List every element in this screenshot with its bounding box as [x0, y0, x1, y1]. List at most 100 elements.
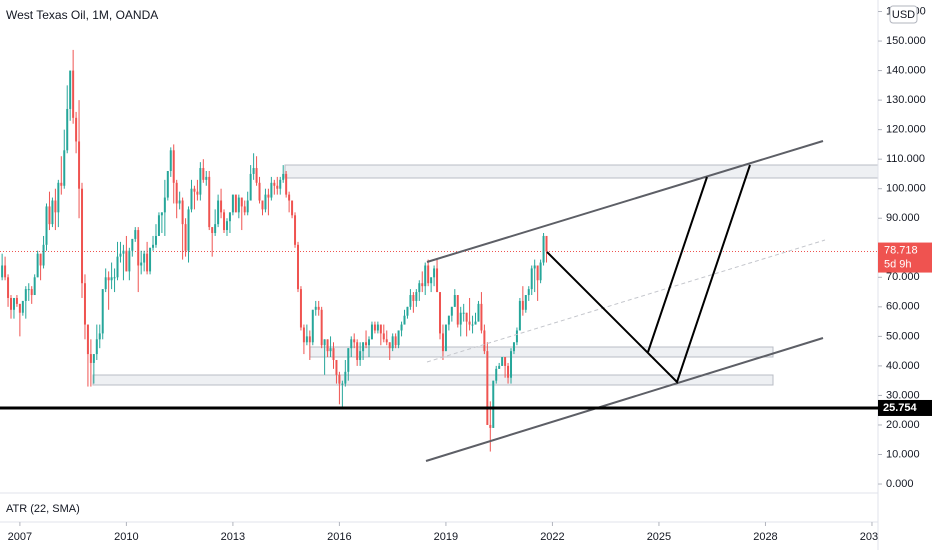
y-tick-label: 20.000	[886, 419, 920, 431]
candle-body	[134, 230, 137, 239]
candle-body	[214, 224, 217, 234]
currency[interactable]: USD	[892, 9, 915, 21]
candle-body	[406, 306, 409, 316]
candles	[1, 49, 548, 452]
candle-body	[143, 253, 146, 263]
candle-body	[542, 235, 545, 263]
candle-body	[524, 295, 527, 310]
candle-body	[501, 357, 504, 366]
candle-body	[95, 339, 98, 355]
candle-body	[60, 182, 63, 186]
candle-body	[15, 297, 18, 304]
candle-body	[498, 365, 501, 369]
candle-body	[237, 197, 240, 213]
candle-body	[421, 283, 424, 287]
candle-body	[370, 324, 373, 340]
candle-body	[48, 206, 51, 225]
last-price-label: 78.718	[884, 244, 918, 256]
candle-body	[78, 141, 81, 189]
candle-body	[169, 150, 172, 171]
candle-body	[412, 295, 415, 301]
candle-body	[83, 283, 86, 325]
candle-body	[512, 342, 515, 352]
candle-body	[359, 351, 362, 360]
candle-body	[341, 383, 344, 385]
candle-body	[439, 292, 442, 334]
candle-body	[305, 336, 308, 343]
candle-body	[518, 300, 521, 331]
candle-body	[433, 268, 436, 278]
candle-body	[27, 289, 30, 291]
candle-body	[483, 330, 486, 352]
support-zone	[309, 346, 774, 358]
candle-body	[225, 221, 228, 231]
candle-body	[415, 292, 418, 301]
candle-body	[397, 330, 400, 346]
candle-body	[21, 300, 24, 313]
candle-body	[89, 354, 92, 363]
candle-body	[36, 253, 39, 278]
candle-body	[1, 265, 4, 278]
candle-body	[477, 303, 480, 322]
candle-body	[184, 224, 187, 251]
candle-body	[471, 324, 474, 326]
candle-body	[365, 342, 368, 346]
currency-badge[interactable]	[889, 5, 918, 24]
candle-body	[456, 295, 459, 325]
level-label: 25.754	[883, 402, 918, 414]
candle-body	[113, 277, 116, 279]
candle-body	[131, 238, 134, 251]
candle-body	[536, 265, 539, 281]
candle-body	[39, 253, 42, 266]
candle-body	[66, 108, 69, 151]
candle-body	[208, 176, 211, 228]
candle-body	[373, 324, 376, 331]
candle-body	[24, 289, 27, 301]
candle-body	[69, 70, 72, 109]
candle-body	[430, 277, 433, 284]
candle-body	[314, 306, 317, 310]
candle-body	[255, 168, 258, 183]
candle-body	[104, 277, 107, 290]
candle-body	[329, 348, 332, 352]
candle-body	[231, 194, 234, 213]
candle-body	[350, 339, 353, 349]
candle-body	[45, 206, 48, 245]
x-tick-label: 2022	[540, 531, 564, 543]
candle-body	[202, 168, 205, 180]
candle-body	[157, 215, 160, 236]
x-tick-label: 2016	[327, 531, 351, 543]
countdown: 5d 9h	[884, 258, 912, 270]
candle-body	[166, 170, 169, 198]
candle-body	[54, 200, 57, 213]
candle-body	[447, 315, 450, 325]
y-tick-label: 0.000	[886, 478, 914, 490]
candle-body	[335, 359, 338, 375]
candle-body	[243, 206, 246, 213]
candle-body	[521, 300, 524, 310]
candle-body	[507, 365, 510, 378]
candle-body	[128, 250, 131, 272]
candle-body	[178, 200, 181, 204]
y-tick-label: 110.000	[886, 153, 925, 165]
candle-body	[296, 244, 299, 290]
candle-body	[175, 182, 178, 204]
x-tick-label: 2019	[434, 531, 458, 543]
candle-body	[42, 244, 45, 266]
candle-body	[510, 351, 513, 378]
candle-body	[332, 348, 335, 360]
y-tick-label: 10.000	[886, 448, 920, 460]
candle-body	[462, 312, 465, 314]
candle-body	[246, 200, 249, 213]
candle-body	[57, 182, 60, 213]
overlay	[425, 140, 826, 462]
candle-body	[291, 200, 294, 216]
candle-body	[285, 173, 288, 195]
candle-body	[495, 368, 498, 381]
candle-body	[163, 197, 166, 213]
x-tick-label: 2028	[753, 531, 777, 543]
y-tick-label: 30.000	[886, 389, 920, 401]
candle-body	[63, 150, 66, 186]
candle-body	[504, 357, 507, 366]
